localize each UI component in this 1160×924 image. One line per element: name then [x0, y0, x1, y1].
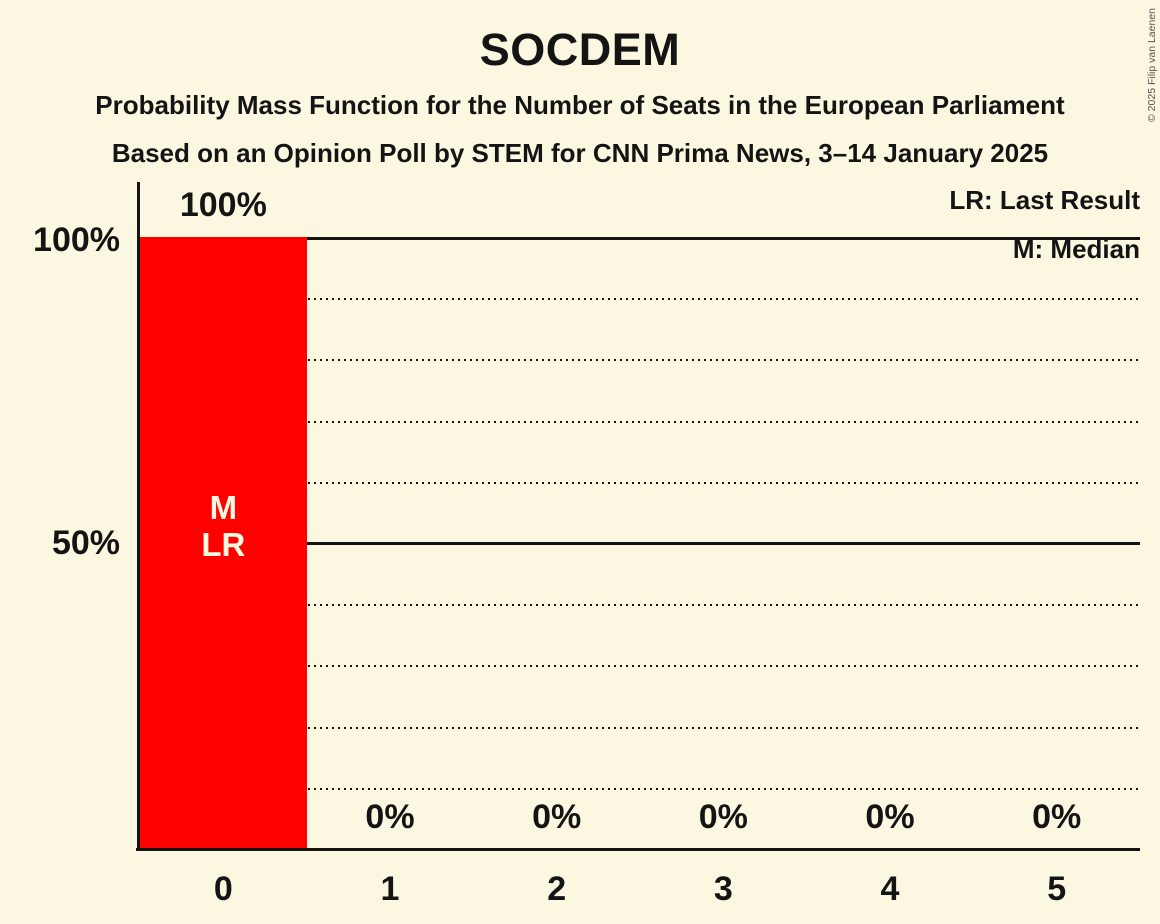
x-tick-label-4: 4: [880, 870, 900, 908]
chart-column-0: 100% M LR 0: [140, 187, 307, 907]
chart-subtitle-line1: Probability Mass Function for the Number…: [95, 90, 1065, 120]
legend-last-result: LR: Last Result: [949, 185, 1140, 215]
x-tick-label-1: 1: [380, 870, 400, 908]
gridline-solid-100: [140, 237, 1140, 240]
bar-value-label-2: 0%: [532, 798, 582, 836]
gridline-dotted-40: [140, 604, 1140, 607]
chart-column-2: 0% 2: [473, 237, 640, 907]
y-axis-label-100: 100%: [33, 221, 120, 259]
bar-annotation-median-last-result: M LR: [140, 489, 307, 563]
gridline-dotted-90: [140, 298, 1140, 301]
bar-value-label-1: 0%: [365, 798, 415, 836]
chart-column-3: 0% 3: [640, 237, 807, 907]
gridline-dotted-70: [140, 420, 1140, 423]
bar-annotation-line: M: [209, 489, 238, 526]
chart-column-1: 0% 1: [307, 237, 474, 907]
gridline-dotted-30: [140, 665, 1140, 668]
chart-column-4: 0% 4: [807, 237, 974, 907]
bar-value-label-0: 100%: [179, 186, 267, 224]
gridline-dotted-80: [140, 359, 1140, 362]
page-title: SOCDEM: [479, 24, 681, 75]
chart-subtitle-line2: Based on an Opinion Poll by STEM for CNN…: [111, 138, 1049, 168]
gridline-dotted-60: [140, 481, 1140, 484]
x-axis-line: [136, 848, 1140, 851]
bar-value-label-5: 0%: [1032, 798, 1082, 836]
chart-column-5: 0% 5: [973, 237, 1140, 907]
plot-area: 100% M LR 0 0% 1 0% 2 0% 3 0% 4 0% 5: [140, 187, 1140, 907]
gridline-dotted-10: [140, 787, 1140, 790]
bar-annotation-line: LR: [201, 526, 246, 563]
bar-value-label-4: 0%: [865, 798, 915, 836]
x-tick-label-0: 0: [213, 870, 233, 908]
y-axis-label-50: 50%: [51, 524, 120, 562]
y-axis-line: [137, 182, 140, 851]
x-tick-label-5: 5: [1047, 870, 1067, 908]
x-tick-label-3: 3: [713, 870, 733, 908]
x-tick-label-2: 2: [547, 870, 567, 908]
gridline-solid-50: [140, 542, 1140, 545]
bar-value-label-3: 0%: [698, 798, 748, 836]
gridline-dotted-20: [140, 726, 1140, 729]
copyright-notice: © 2025 Filip van Laenen: [1146, 8, 1158, 122]
bar-seats-0: [140, 237, 307, 849]
